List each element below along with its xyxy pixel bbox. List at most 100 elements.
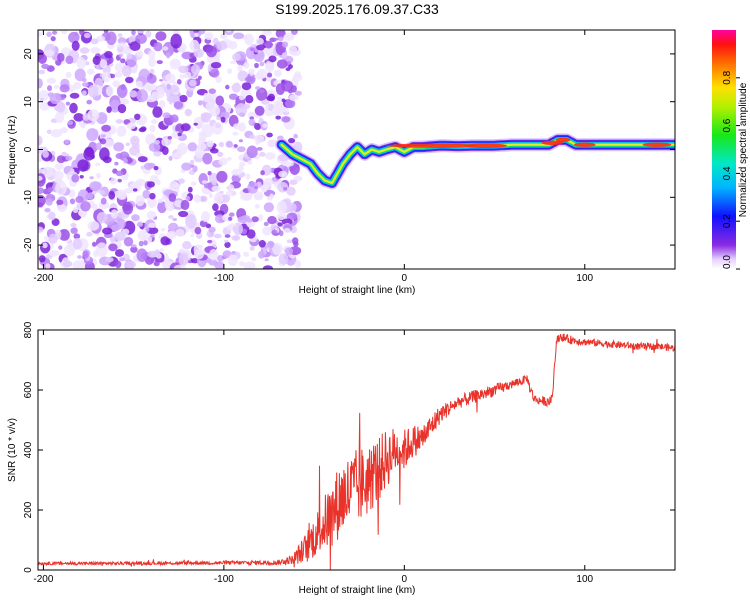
noise-blob bbox=[237, 146, 246, 153]
noise-blob bbox=[283, 227, 291, 234]
noise-blob bbox=[147, 85, 154, 91]
noise-blob bbox=[60, 30, 68, 35]
noise-blob bbox=[38, 78, 43, 89]
y-tick-label: 0 bbox=[23, 146, 34, 152]
noise-blob bbox=[274, 37, 279, 41]
noise-blob bbox=[161, 146, 169, 155]
snr-x-label: Height of straight line (km) bbox=[299, 585, 416, 596]
noise-blob bbox=[103, 30, 109, 33]
noise-blob bbox=[226, 30, 232, 33]
noise-blob bbox=[56, 199, 64, 205]
noise-blob bbox=[101, 124, 111, 132]
noise-blob bbox=[217, 151, 224, 157]
noise-blob bbox=[153, 42, 163, 52]
noise-blob bbox=[268, 55, 277, 63]
noise-blob bbox=[282, 161, 288, 167]
y-tick-label: 0 bbox=[23, 567, 34, 573]
noise-blob bbox=[286, 186, 296, 196]
noise-blob bbox=[214, 233, 222, 239]
noise-blob bbox=[264, 258, 269, 262]
noise-blob bbox=[75, 196, 84, 204]
noise-blob bbox=[132, 188, 138, 192]
noise-blob bbox=[246, 145, 258, 159]
noise-blob bbox=[68, 31, 80, 44]
noise-blob bbox=[232, 53, 241, 62]
noise-blob bbox=[199, 30, 206, 35]
noise-blob bbox=[102, 227, 113, 235]
noise-blob bbox=[116, 125, 127, 137]
noise-blob bbox=[99, 190, 106, 195]
noise-blob bbox=[136, 222, 144, 227]
colorbar: 0.0 0.2 0.4 0.6 0.8 Normalized spectral ampl… bbox=[712, 30, 749, 270]
noise-blob bbox=[117, 33, 123, 38]
noise-blob bbox=[56, 101, 66, 113]
noise-blob bbox=[116, 42, 128, 55]
noise-blob bbox=[208, 88, 216, 94]
noise-blob bbox=[185, 195, 191, 201]
noise-blob bbox=[277, 182, 289, 193]
noise-blob bbox=[159, 100, 166, 109]
noise-blob bbox=[218, 141, 225, 148]
noise-blob bbox=[146, 227, 159, 235]
noise-blob bbox=[106, 106, 112, 113]
noise-blob bbox=[187, 186, 193, 193]
noise-blob bbox=[160, 236, 170, 246]
noise-blob bbox=[73, 82, 82, 90]
noise-blob bbox=[198, 132, 207, 142]
noise-blob bbox=[267, 240, 275, 249]
noise-blob bbox=[52, 30, 58, 35]
colorbar-tick-label: 0.8 bbox=[722, 70, 733, 84]
spectrogram-noise bbox=[38, 30, 303, 269]
spectrogram-x-label: Height of straight line (km) bbox=[299, 285, 416, 296]
noise-blob bbox=[110, 177, 117, 185]
noise-blob bbox=[241, 82, 252, 91]
noise-blob bbox=[38, 226, 44, 233]
noise-blob bbox=[131, 214, 140, 222]
signal-peak bbox=[573, 142, 596, 147]
colorbar-ticks: 0.0 0.2 0.4 0.6 0.8 bbox=[722, 70, 740, 270]
noise-blob bbox=[232, 32, 245, 40]
noise-blob bbox=[126, 122, 136, 130]
noise-blob bbox=[194, 32, 199, 38]
noise-blob bbox=[228, 40, 238, 50]
noise-blob bbox=[190, 233, 195, 238]
noise-blob bbox=[119, 191, 127, 200]
noise-blob bbox=[136, 248, 148, 262]
noise-blob bbox=[191, 64, 201, 75]
noise-blob bbox=[249, 246, 255, 251]
noise-blob bbox=[240, 193, 252, 201]
noise-blob bbox=[121, 65, 132, 77]
noise-blob bbox=[272, 242, 283, 256]
noise-blob bbox=[263, 47, 269, 54]
noise-blob bbox=[148, 57, 156, 67]
noise-blob bbox=[271, 229, 278, 235]
noise-blob bbox=[129, 41, 141, 51]
noise-blob bbox=[109, 99, 121, 113]
noise-blob bbox=[249, 47, 256, 52]
noise-blob bbox=[45, 263, 51, 269]
noise-blob bbox=[102, 156, 112, 164]
noise-blob bbox=[137, 156, 148, 163]
noise-blob bbox=[254, 203, 260, 209]
noise-blob bbox=[120, 58, 126, 64]
noise-blob bbox=[193, 30, 200, 34]
noise-blob bbox=[99, 138, 107, 145]
noise-blob bbox=[239, 161, 246, 167]
noise-blob bbox=[243, 62, 250, 69]
noise-blob bbox=[285, 99, 296, 109]
noise-blob bbox=[266, 196, 273, 201]
noise-blob bbox=[256, 87, 268, 101]
noise-blob bbox=[224, 239, 229, 243]
noise-blob bbox=[229, 212, 235, 217]
noise-blob bbox=[90, 38, 99, 45]
noise-blob bbox=[74, 68, 86, 82]
noise-blob bbox=[218, 157, 228, 166]
noise-blob bbox=[189, 79, 197, 87]
colorbar-gradient bbox=[712, 30, 736, 269]
noise-blob bbox=[168, 156, 173, 161]
noise-blob bbox=[122, 204, 132, 212]
noise-blob bbox=[42, 166, 54, 178]
noise-blob bbox=[157, 201, 167, 214]
noise-blob bbox=[174, 151, 183, 159]
noise-blob bbox=[255, 86, 261, 90]
